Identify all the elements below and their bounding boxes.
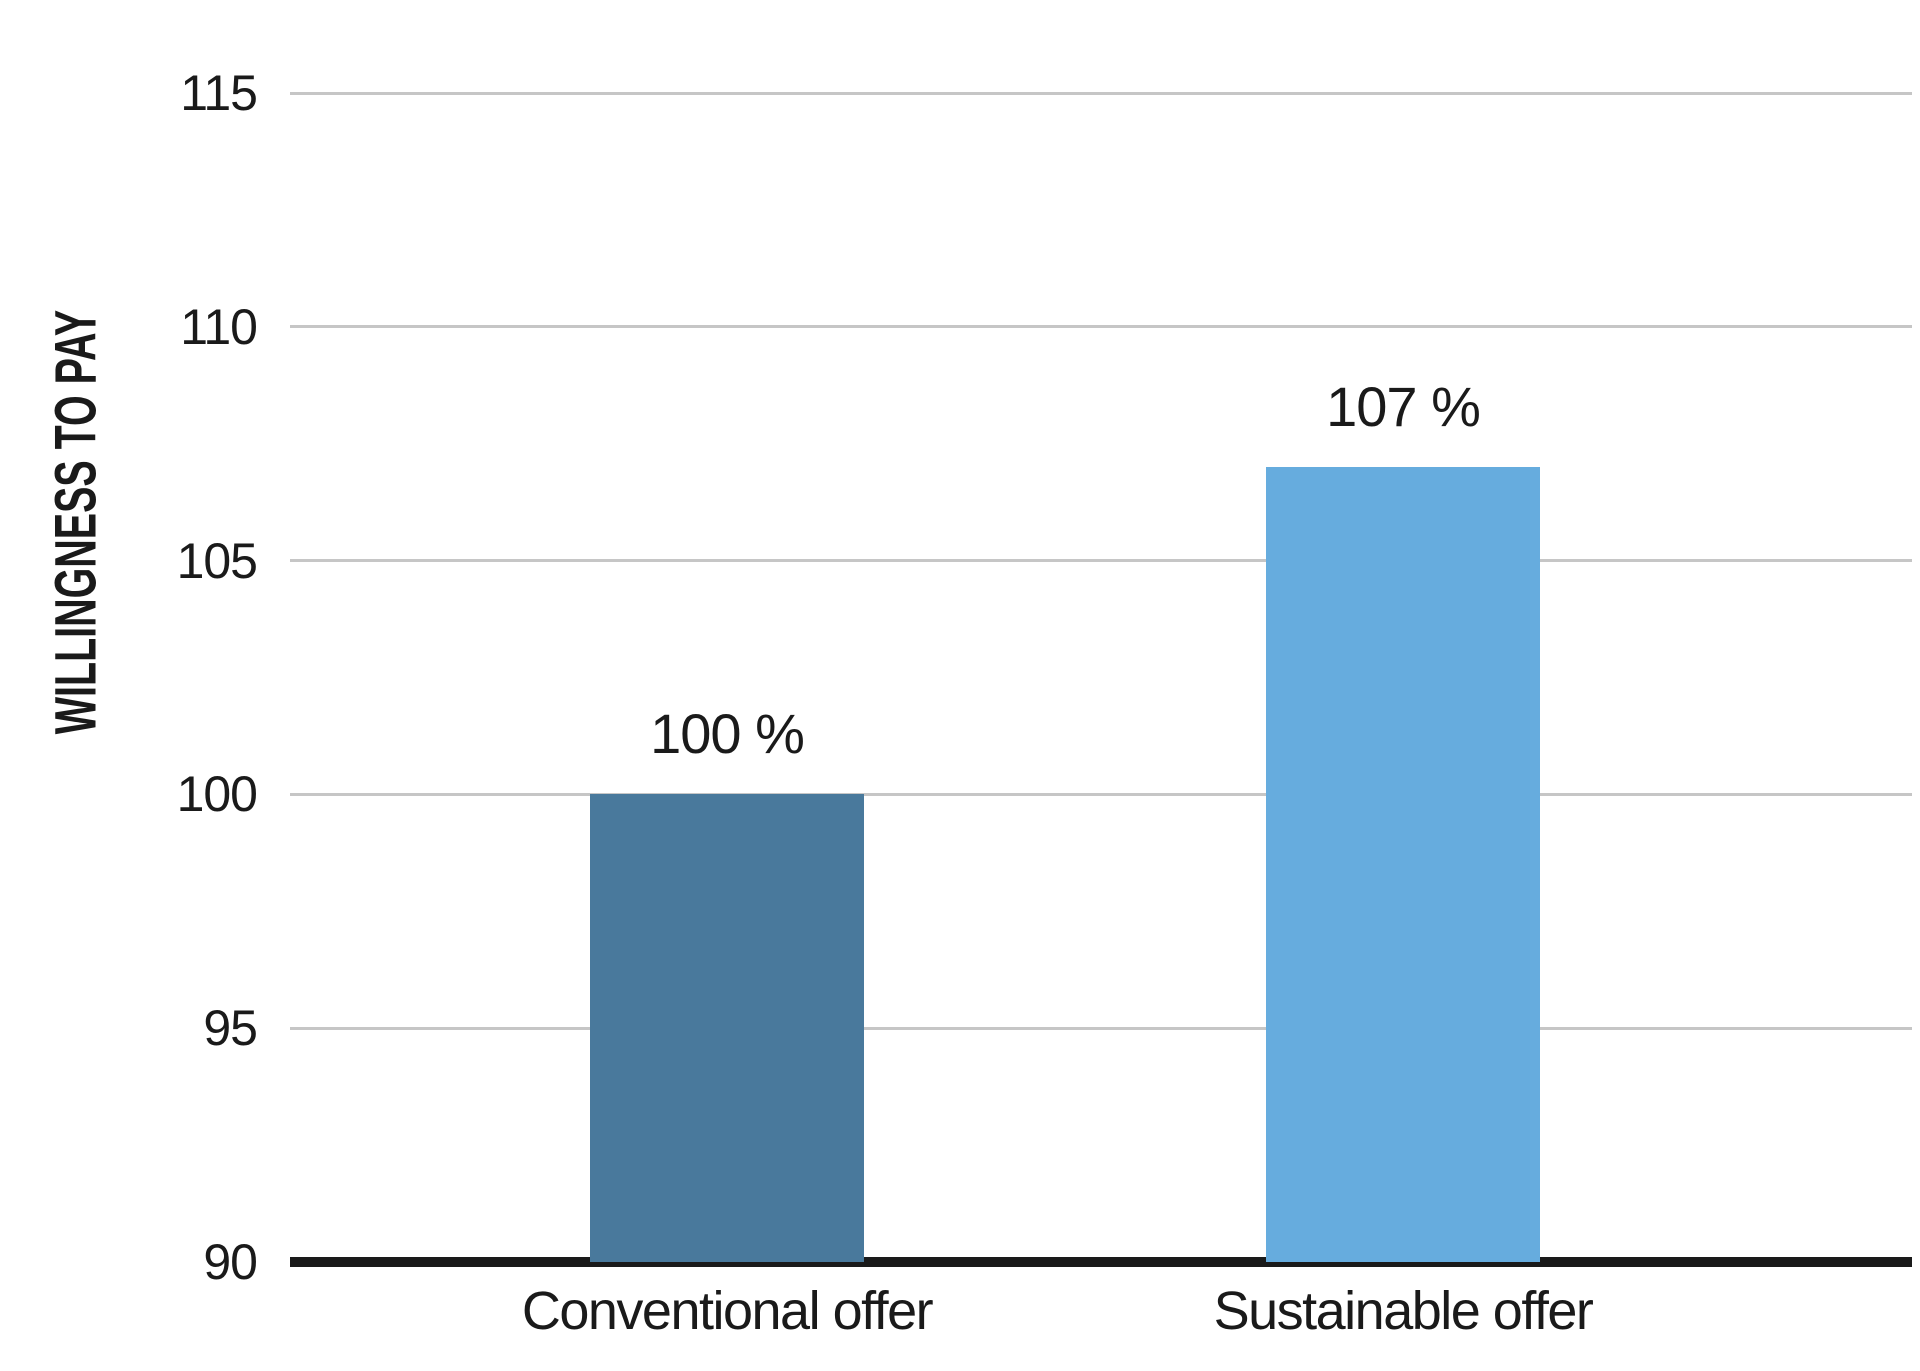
bar-sustainable-offer — [1266, 467, 1540, 1262]
y-tick-label: 115 — [180, 65, 258, 121]
gridline — [290, 1026, 1912, 1030]
y-tick-label: 90 — [203, 1234, 258, 1290]
x-axis-line — [290, 1257, 1912, 1267]
bar-conventional-offer — [590, 794, 864, 1262]
y-tick-label: 110 — [180, 298, 258, 355]
x-axis-category-label: Sustainable offer — [1213, 1281, 1594, 1341]
gridline — [290, 325, 1912, 329]
gridline — [290, 91, 1912, 95]
y-tick-label: 100 — [176, 766, 258, 823]
y-tick-label: 105 — [176, 532, 258, 589]
gridline — [290, 559, 1912, 563]
y-tick-label: 95 — [203, 1000, 258, 1057]
bar-value-label: 100 % — [650, 702, 805, 766]
bar-value-label: 107 % — [1326, 375, 1481, 439]
x-axis-category-label: Conventional offer — [521, 1281, 934, 1341]
y-axis-title: WILLINGNESS TO PAY — [43, 309, 109, 735]
gridline — [290, 792, 1912, 796]
